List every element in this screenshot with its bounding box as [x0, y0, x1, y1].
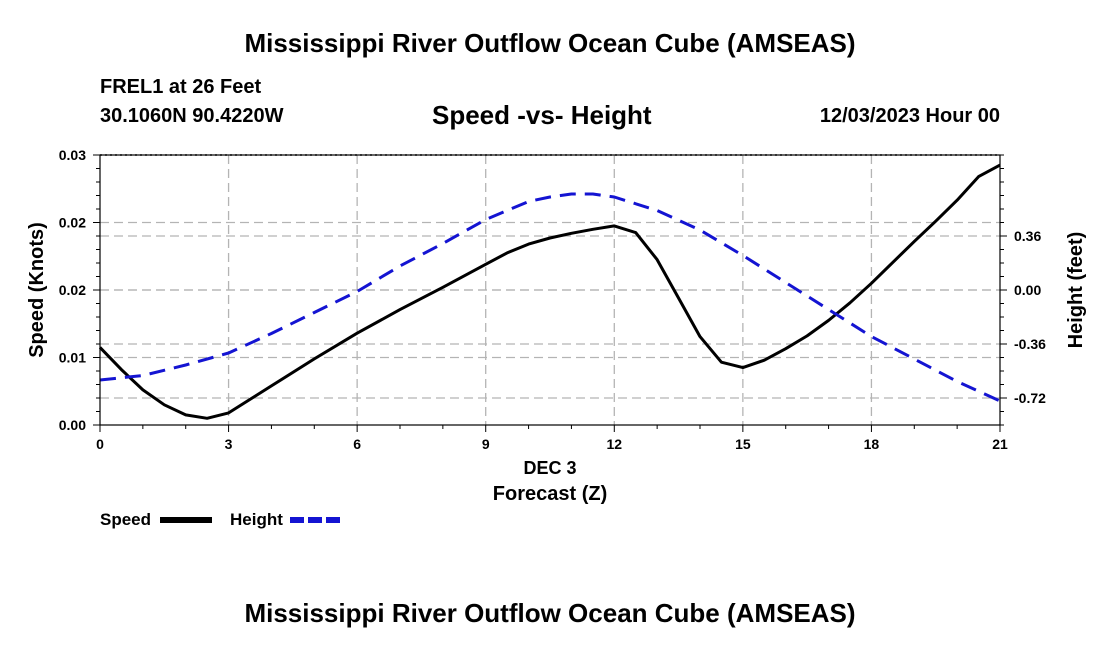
- y2-tick-label: 0.36: [1014, 228, 1041, 244]
- y2-axis-title: Height (feet): [1065, 232, 1087, 349]
- x-tick-label: 15: [735, 436, 751, 452]
- x-axis-title: Forecast (Z): [493, 483, 607, 505]
- coordinates-label: 30.1060N 90.4220W: [100, 105, 284, 127]
- x-tick-label: 6: [353, 436, 361, 452]
- legend-label-height: Height: [230, 510, 283, 529]
- legend-label-speed: Speed: [100, 510, 151, 529]
- y-tick-label: 0.03: [59, 147, 86, 163]
- y-tick-label: 0.02: [59, 215, 86, 231]
- height-series-line: [99, 192, 1001, 403]
- x-tick-label: 21: [992, 436, 1008, 452]
- station-label: FREL1 at 26 Feet: [100, 76, 262, 98]
- y2-tick-label: 0.00: [1014, 282, 1041, 298]
- axis-titles: DEC 3 Forecast (Z) Speed (Knots) Height …: [26, 222, 1087, 505]
- footer-title: Mississippi River Outflow Ocean Cube (AM…: [244, 598, 856, 628]
- page-title: Mississippi River Outflow Ocean Cube (AM…: [244, 28, 856, 58]
- series-layer: [98, 163, 1001, 420]
- y2-tick-label: -0.36: [1014, 336, 1046, 352]
- x-tick-label: 18: [864, 436, 880, 452]
- x-tick-label: 9: [482, 436, 490, 452]
- tick-labels: 0 3 6 9 12 15 18 21 0.00 0.01 0.02 0.02 0.03 -0.72 -0.…: [59, 147, 1046, 452]
- ticks: [93, 154, 1007, 432]
- legend: Speed Height: [100, 510, 342, 529]
- y-tick-label: 0.00: [59, 417, 86, 433]
- x-tick-label: 0: [96, 436, 104, 452]
- x-tick-label: 3: [225, 436, 233, 452]
- chart-subtitle: Speed -vs- Height: [432, 100, 652, 130]
- x-date-label: DEC 3: [523, 458, 576, 478]
- y2-tick-label: -0.72: [1014, 390, 1046, 406]
- y-tick-label: 0.01: [59, 350, 86, 366]
- forecast-datetime: 12/03/2023 Hour 00: [819, 105, 1000, 127]
- x-tick-label: 12: [606, 436, 622, 452]
- speed-series-line: [98, 163, 1001, 420]
- y-axis-title: Speed (Knots): [26, 222, 48, 358]
- y-tick-label: 0.02: [59, 282, 86, 298]
